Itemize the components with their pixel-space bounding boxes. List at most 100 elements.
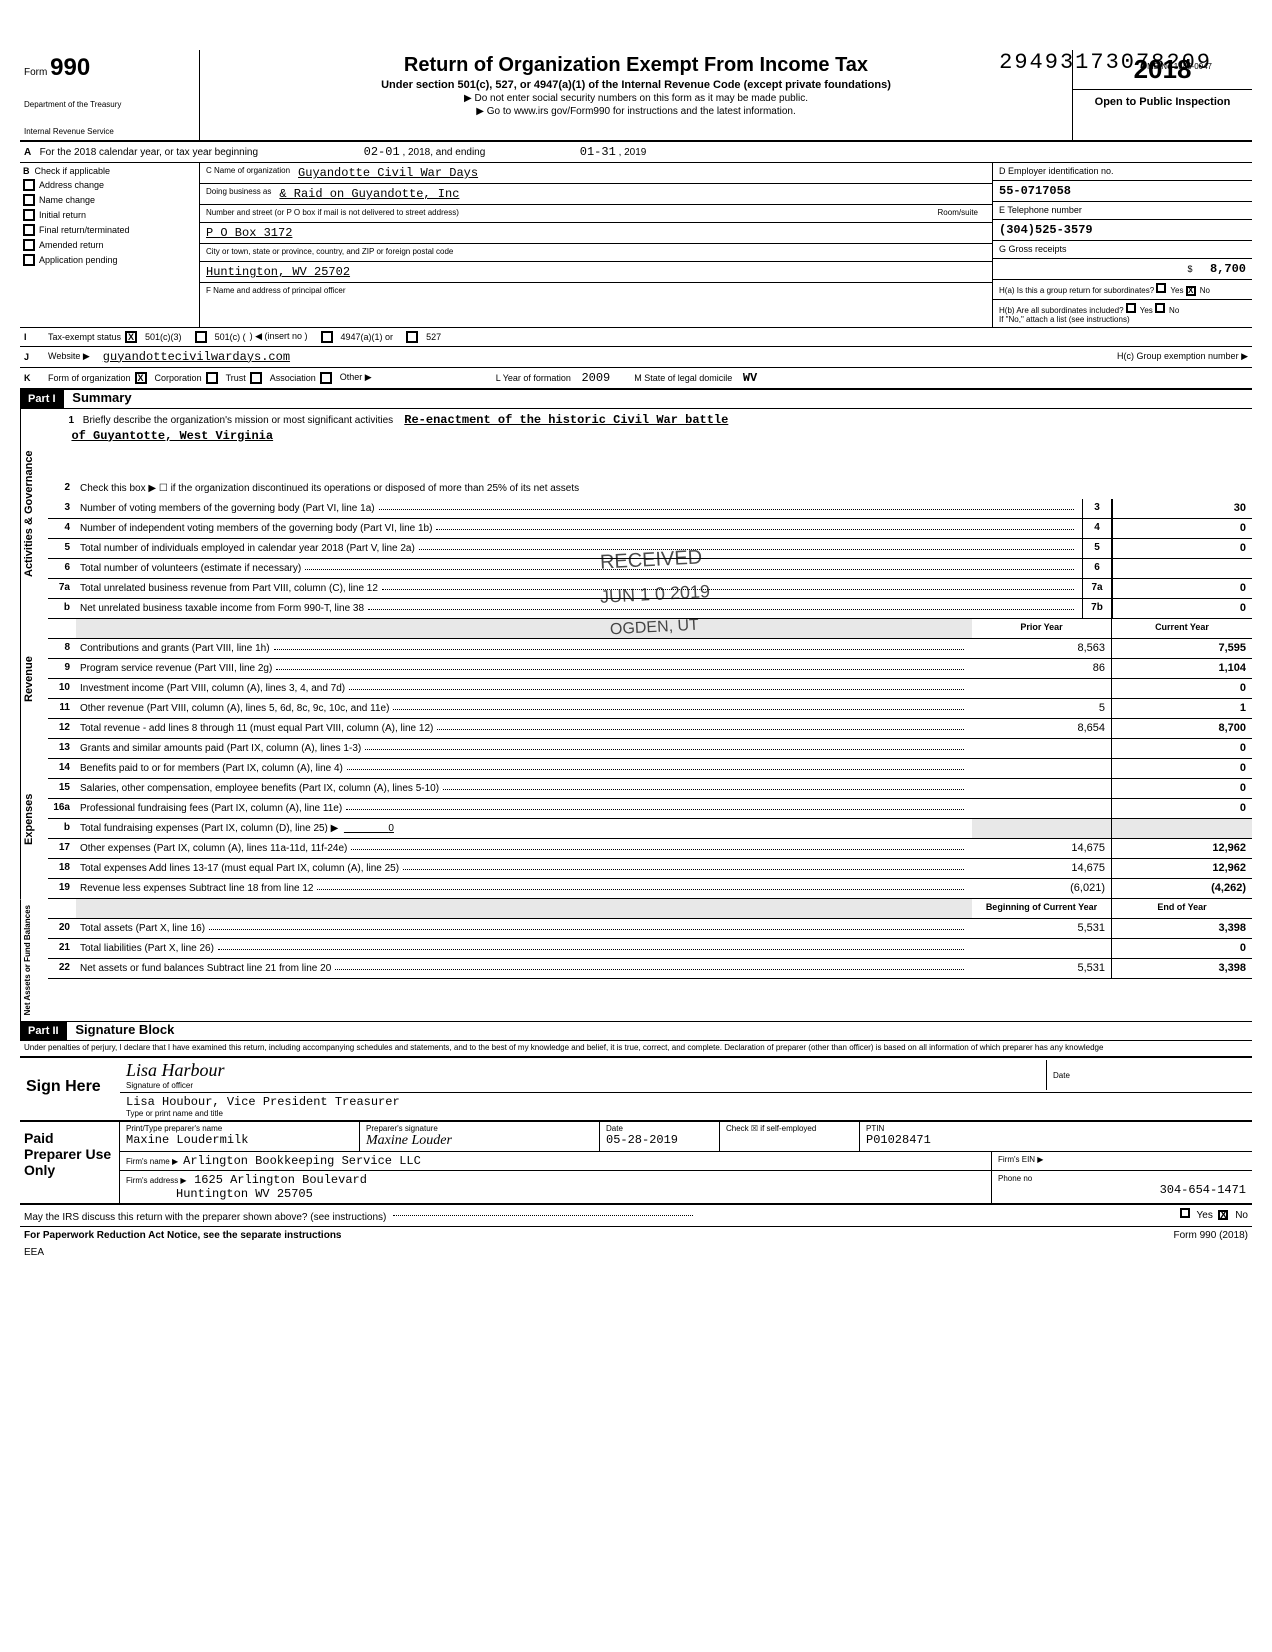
cb-discuss-no[interactable]: X — [1218, 1210, 1228, 1220]
dept-treasury: Department of the Treasury — [24, 100, 195, 109]
l1-lbl: Briefly describe the organization's miss… — [83, 415, 393, 426]
cb-501c3[interactable]: X — [125, 331, 137, 343]
insert-no: ) ◀ (insert no ) — [250, 331, 308, 342]
c12: 8,700 — [1112, 719, 1252, 738]
cb-trust[interactable] — [206, 372, 218, 384]
hc-lbl: H(c) Group exemption number ▶ — [1117, 351, 1248, 362]
lbl-final: Final return/terminated — [39, 225, 130, 235]
org-name-lbl: C Name of organization — [206, 166, 290, 180]
l4: Number of independent voting members of … — [80, 523, 432, 534]
part1-title: Summary — [72, 390, 131, 405]
cb-name[interactable] — [23, 194, 35, 206]
firm-addr-lbl: Firm's address ▶ — [126, 1176, 187, 1185]
p19: (6,021) — [972, 879, 1112, 898]
e22: 3,398 — [1112, 959, 1252, 978]
phone-val: 304-654-1471 — [1160, 1183, 1246, 1197]
c14: 0 — [1112, 759, 1252, 778]
org-name: Guyandotte Civil War Days — [298, 166, 478, 180]
cb-hb-no[interactable] — [1155, 303, 1165, 313]
p16a — [972, 799, 1112, 818]
c18: 12,962 — [1112, 859, 1252, 878]
pra-notice: For Paperwork Reduction Act Notice, see … — [24, 1230, 342, 1241]
discuss-yes: Yes — [1197, 1210, 1213, 1221]
c19: (4,262) — [1112, 879, 1252, 898]
v6 — [1112, 559, 1252, 578]
ha-yes: Yes — [1170, 286, 1183, 295]
cb-corp[interactable]: X — [135, 372, 147, 384]
cb-4947[interactable] — [321, 331, 333, 343]
other: Other ▶ — [340, 372, 372, 383]
website-lbl: Website ▶ — [48, 351, 90, 362]
v7b: 0 — [1112, 599, 1252, 618]
cb-ha-yes[interactable] — [1156, 283, 1166, 293]
ssn-warning: ▶ Do not enter social security numbers o… — [208, 93, 1064, 104]
omb-no: OMB No 1545-0047 — [1141, 62, 1212, 71]
cb-initial[interactable] — [23, 209, 35, 221]
b20: 5,531 — [972, 919, 1112, 938]
officer-signature: Lisa Harbour — [126, 1060, 1046, 1081]
row-a-mid: , 2018, and ending — [402, 147, 485, 158]
v3: 30 — [1112, 499, 1252, 518]
form-word: Form — [24, 67, 47, 78]
cb-assoc[interactable] — [250, 372, 262, 384]
end-date: 01-31 — [580, 145, 616, 159]
l19: Revenue less expenses Subtract line 18 f… — [80, 883, 313, 894]
yof-lbl: L Year of formation — [496, 373, 571, 383]
cb-ha-no[interactable]: X — [1186, 286, 1196, 296]
side-netassets: Net Assets or Fund Balances — [20, 899, 48, 1021]
street-lbl: Number and street (or P O box if mail is… — [206, 208, 459, 219]
cb-hb-yes[interactable] — [1126, 303, 1136, 313]
col-boy: Beginning of Current Year — [972, 899, 1112, 918]
ein-val: 55-0717058 — [999, 184, 1071, 198]
tel-lbl: E Telephone number — [999, 205, 1082, 215]
l18: Total expenses Add lines 13-17 (must equ… — [80, 863, 399, 874]
cb-discuss-yes[interactable] — [1180, 1208, 1190, 1218]
l14: Benefits paid to or for members (Part IX… — [80, 763, 343, 774]
l21: Total liabilities (Part X, line 26) — [80, 943, 214, 954]
l20: Total assets (Part X, line 16) — [80, 923, 205, 934]
l10: Investment income (Part VIII, column (A)… — [80, 683, 345, 694]
sig-of-officer-lbl: Signature of officer — [126, 1081, 1046, 1090]
row-a-end2: , 2019 — [619, 147, 647, 158]
part1-hdr: Part I — [20, 390, 64, 408]
ptin-val: P01028471 — [866, 1133, 1246, 1147]
cb-address[interactable] — [23, 179, 35, 191]
p9: 86 — [972, 659, 1112, 678]
firm-addr2: Huntington WV 25705 — [176, 1187, 313, 1201]
sign-here: Sign Here — [20, 1058, 120, 1120]
part2-title: Signature Block — [75, 1022, 174, 1037]
l5: Total number of individuals employed in … — [80, 543, 415, 554]
firm-addr1: 1625 Arlington Boulevard — [194, 1173, 367, 1187]
c17: 12,962 — [1112, 839, 1252, 858]
officer-lbl: F Name and address of principal officer — [206, 286, 345, 320]
discuss-no: No — [1235, 1210, 1248, 1221]
501c3: 501(c)(3) — [145, 332, 182, 342]
cb-final[interactable] — [23, 224, 35, 236]
e20: 3,398 — [1112, 919, 1252, 938]
phone-lbl: Phone no — [998, 1174, 1032, 1183]
p17: 14,675 — [972, 839, 1112, 858]
form-title: Return of Organization Exempt From Incom… — [208, 54, 1064, 77]
tax-status-lbl: Tax-exempt status — [48, 332, 121, 342]
corp: Corporation — [155, 373, 202, 383]
begin-date: 02-01 — [364, 145, 400, 159]
irs: Internal Revenue Service — [24, 127, 195, 136]
city-lbl: City or town, state or province, country… — [206, 247, 453, 258]
4947a1: 4947(a)(1) or — [341, 332, 394, 342]
dba-val: & Raid on Guyandotte, Inc — [279, 187, 459, 201]
check-hdr-text: Check if applicable — [35, 166, 111, 176]
cb-pending[interactable] — [23, 254, 35, 266]
dom-val: WV — [743, 371, 757, 385]
cb-527[interactable] — [406, 331, 418, 343]
p12: 8,654 — [972, 719, 1112, 738]
l6: Total number of volunteers (estimate if … — [80, 563, 301, 574]
lbl-pending: Application pending — [39, 255, 118, 265]
lbl-initial: Initial return — [39, 210, 86, 220]
lbl-address: Address change — [39, 180, 104, 190]
cb-amended[interactable] — [23, 239, 35, 251]
cb-501c[interactable] — [195, 331, 207, 343]
firm-ein-lbl: Firm's EIN ▶ — [998, 1155, 1043, 1164]
open-public: Open to Public Inspection — [1073, 90, 1252, 114]
cb-other[interactable] — [320, 372, 332, 384]
c16a: 0 — [1112, 799, 1252, 818]
